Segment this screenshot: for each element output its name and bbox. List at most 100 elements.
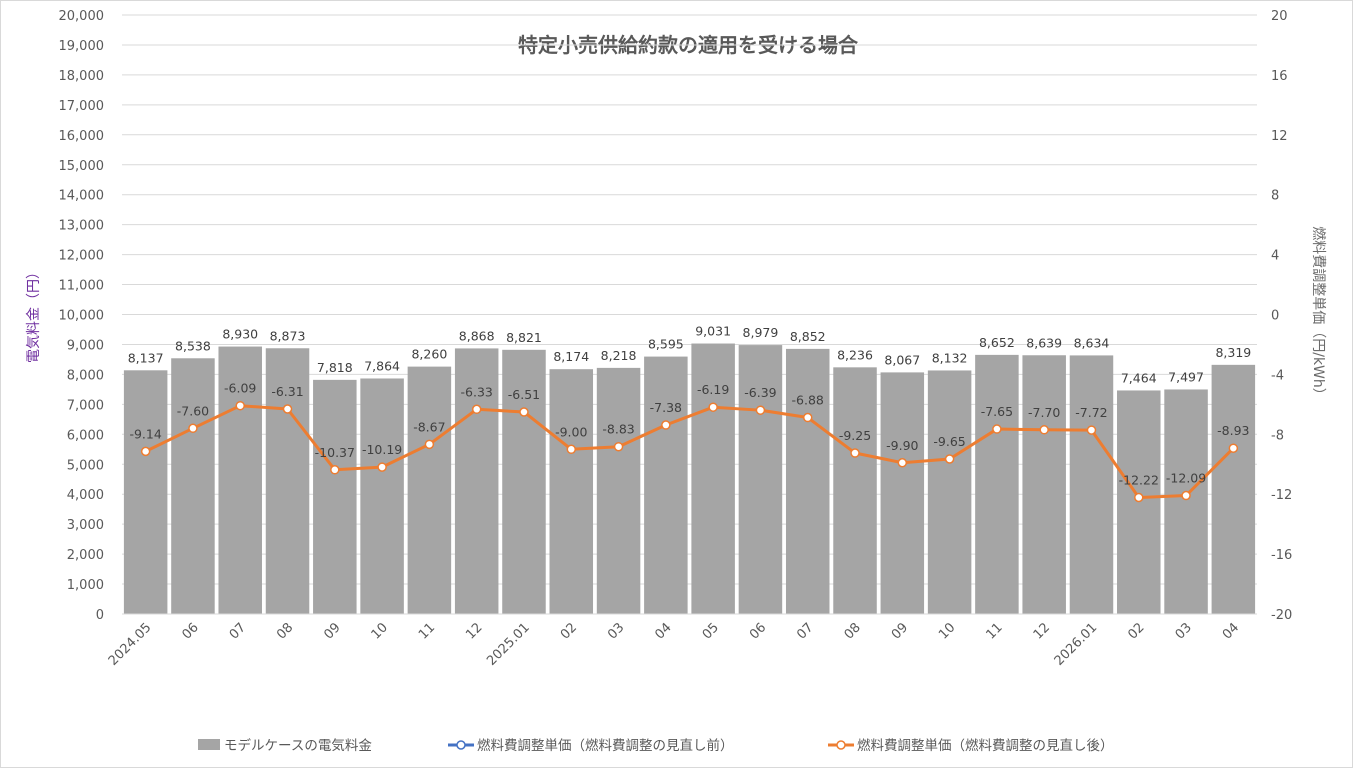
series-line xyxy=(144,404,1235,499)
line-data-label: -7.70 xyxy=(1028,405,1060,420)
y-left-tick-label: 18,000 xyxy=(59,69,105,84)
line-point xyxy=(282,404,293,414)
bar xyxy=(1164,389,1208,614)
bar xyxy=(265,348,310,614)
x-tick-label: 11 xyxy=(416,620,438,642)
x-tick-label: 02 xyxy=(1125,620,1147,642)
y-right-tick-label: -20 xyxy=(1271,608,1292,623)
line-point xyxy=(330,465,340,475)
line-data-label: -12.22 xyxy=(1119,472,1159,487)
bar-data-label: 7,497 xyxy=(1168,369,1204,384)
y-left-tick-label: 9,000 xyxy=(67,338,104,353)
line-data-label: -6.51 xyxy=(508,387,540,402)
bar-data-label: 8,639 xyxy=(1026,335,1062,350)
line-data-label: -10.19 xyxy=(362,442,402,457)
line-point xyxy=(519,407,529,417)
bar xyxy=(407,366,452,614)
line-point xyxy=(1228,443,1239,453)
bar-data-label: 8,595 xyxy=(648,337,684,352)
line-point xyxy=(1134,492,1144,503)
x-tick-label: 12 xyxy=(463,620,485,642)
bar-data-label: 8,260 xyxy=(411,347,447,362)
y-right-tick-label: 16 xyxy=(1271,69,1288,84)
line-point xyxy=(897,458,908,468)
y-right-tick-label: 8 xyxy=(1271,189,1279,204)
bar-data-label: 8,868 xyxy=(459,328,495,343)
y-left-tick-label: 4,000 xyxy=(67,488,104,503)
line-data-label: -9.90 xyxy=(886,438,918,453)
y-left-tick-label: 14,000 xyxy=(59,189,105,204)
bar-data-label: 8,236 xyxy=(837,347,873,362)
x-tick-label: 03 xyxy=(605,620,627,642)
line-data-label: -12.09 xyxy=(1166,471,1206,486)
line-point xyxy=(188,423,198,434)
line-data-label: -6.33 xyxy=(461,384,493,399)
line-point xyxy=(566,444,577,455)
bar-data-label: 8,319 xyxy=(1215,345,1251,360)
line-data-label: -8.67 xyxy=(413,419,445,434)
y-left-tick-label: 6,000 xyxy=(67,428,104,443)
bar-data-label: 7,864 xyxy=(364,358,400,373)
line-point xyxy=(471,404,482,415)
line-point xyxy=(755,405,766,415)
legend-swatch-marker xyxy=(836,740,846,750)
x-tick-label: 09 xyxy=(321,620,343,642)
bar-data-label: 8,852 xyxy=(790,329,826,344)
bar xyxy=(738,345,783,614)
y-axis-right-label: 燃料費調整単価（円/kWh） xyxy=(1310,226,1327,402)
x-tick-label: 04 xyxy=(1220,620,1242,642)
x-tick-label: 10 xyxy=(369,620,391,642)
line-point xyxy=(613,441,624,452)
y-right-tick-label: 4 xyxy=(1271,249,1279,264)
line-point xyxy=(708,402,718,412)
y-left-tick-label: 17,000 xyxy=(59,99,105,114)
y-left-tick-label: 13,000 xyxy=(59,219,105,234)
legend-swatch-marker xyxy=(456,740,466,750)
x-tick-label: 06 xyxy=(747,620,769,642)
y-right-tick-label: -12 xyxy=(1271,488,1292,503)
line-point xyxy=(424,439,435,450)
line-point xyxy=(377,462,387,472)
x-tick-label: 07 xyxy=(794,620,816,642)
bar xyxy=(1211,364,1256,614)
x-tick-label: 04 xyxy=(652,620,674,642)
y-left-tick-label: 20,000 xyxy=(59,9,105,24)
bar xyxy=(1022,355,1066,614)
line-data-label: -6.31 xyxy=(271,384,303,399)
y-right-tick-label: 20 xyxy=(1271,9,1288,24)
x-tick-label: 2025.01 xyxy=(484,620,533,669)
y-left-tick-label: 3,000 xyxy=(67,518,104,533)
x-tick-label: 09 xyxy=(889,620,911,642)
legend-label: 燃料費調整単価（燃料費調整の見直し後） xyxy=(857,737,1114,754)
line-point xyxy=(850,448,860,458)
bar xyxy=(644,356,688,614)
bar-data-label: 8,218 xyxy=(601,348,637,363)
y-left-tick-label: 11,000 xyxy=(59,279,105,294)
y-left-tick-label: 16,000 xyxy=(59,129,105,144)
line-data-label: -9.00 xyxy=(555,424,587,439)
line-data-label: -6.19 xyxy=(697,382,729,397)
line-data-label: -9.14 xyxy=(129,426,161,441)
line-data-label: -7.38 xyxy=(650,400,682,415)
bar xyxy=(596,367,641,614)
y-right-tick-label: -16 xyxy=(1271,548,1292,563)
bar xyxy=(833,367,877,614)
bar-data-label: 8,132 xyxy=(932,350,968,365)
bar-data-label: 8,979 xyxy=(743,325,779,340)
bar xyxy=(454,348,499,614)
bar xyxy=(691,343,735,614)
bar xyxy=(975,354,1019,614)
y-left-tick-label: 10,000 xyxy=(59,309,105,324)
bar xyxy=(785,348,830,614)
line-data-label: -6.09 xyxy=(224,381,256,396)
line-data-label: -9.25 xyxy=(839,428,871,443)
line-data-label: -7.72 xyxy=(1075,405,1107,420)
x-tick-label: 07 xyxy=(227,620,249,642)
x-tick-label: 11 xyxy=(983,620,1005,642)
y-left-tick-label: 2,000 xyxy=(67,548,104,563)
bar xyxy=(880,372,925,614)
line-point xyxy=(1039,425,1049,435)
line-data-label: -10.37 xyxy=(315,445,355,460)
line-data-label: -8.83 xyxy=(602,422,634,437)
